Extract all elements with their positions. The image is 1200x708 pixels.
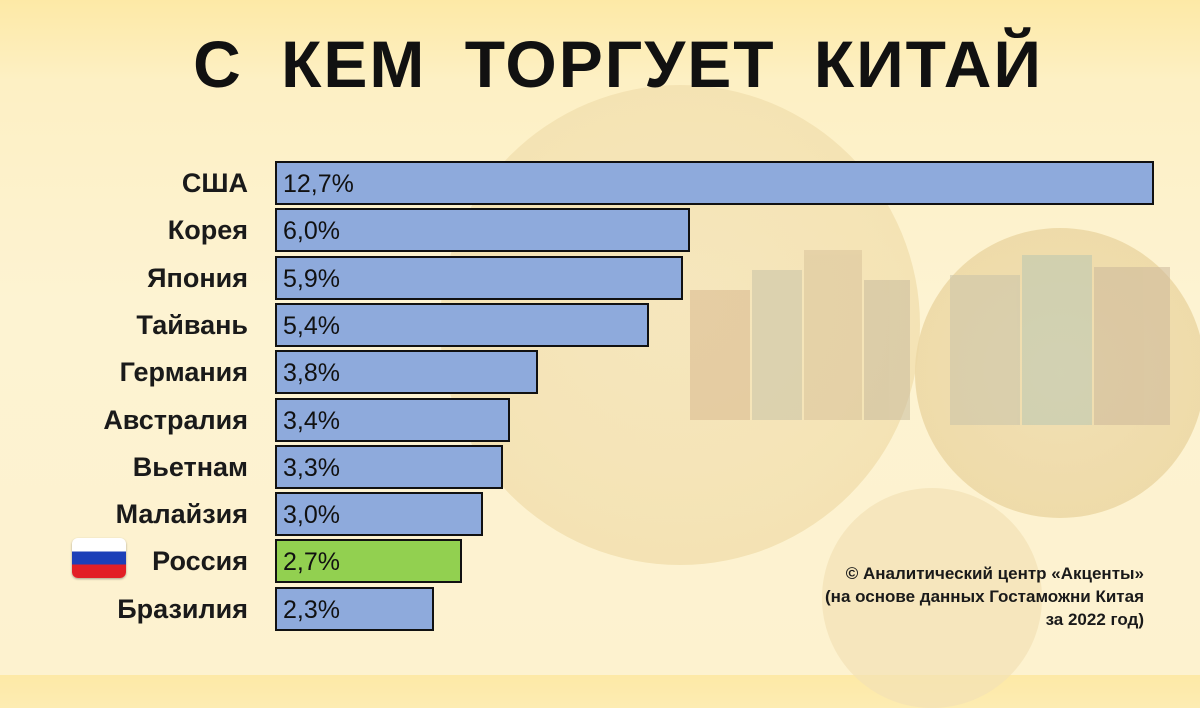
bar-1 [275,208,691,253]
category-label: Тайвань [136,309,248,340]
source-line-3: за 2022 год) [1045,610,1144,629]
category-label: Россия [152,546,248,577]
bar-value-label: 3,0% [283,501,340,530]
bar-value-label: 3,8% [283,359,340,388]
source-line-1: © Аналитический центр «Акценты» [845,564,1144,583]
category-label: Бразилия [117,593,248,624]
russia-flag-icon [72,538,126,578]
category-label: Германия [119,357,248,388]
bar-value-label: 3,4% [283,406,340,435]
category-label: Малайзия [115,499,248,530]
category-label: Корея [167,215,248,246]
bar-value-label: 5,9% [283,264,340,293]
source-note: © Аналитический центр «Акценты» (на осно… [825,562,1144,631]
container-stack-decoration-right [950,255,1170,425]
category-label: США [181,168,248,198]
category-label: Япония [147,262,248,293]
bar-3 [275,302,649,347]
bar-6 [275,444,504,489]
bar-8 [275,539,462,584]
bar-7 [275,492,483,537]
bar-value-label: 2,7% [283,548,340,577]
container-stack-decoration [690,250,910,420]
category-label: Австралия [103,404,248,435]
bar-4 [275,350,538,395]
bar-9 [275,586,435,631]
category-label: Вьетнам [132,451,248,482]
bar-2 [275,255,684,300]
source-line-2: (на основе данных Гостаможни Китая [825,587,1144,606]
bar-value-label: 12,7% [283,170,354,198]
bar-0 [275,161,1154,205]
bar-5 [275,397,511,442]
bar-value-label: 6,0% [283,217,340,246]
page-title: С КЕМ ТОРГУЕТ КИТАЙ [193,27,1043,101]
bar-value-label: 5,4% [283,311,340,340]
background-circle-bottom [822,488,1042,708]
bar-value-label: 3,3% [283,453,340,482]
bar-value-label: 2,3% [283,595,340,624]
